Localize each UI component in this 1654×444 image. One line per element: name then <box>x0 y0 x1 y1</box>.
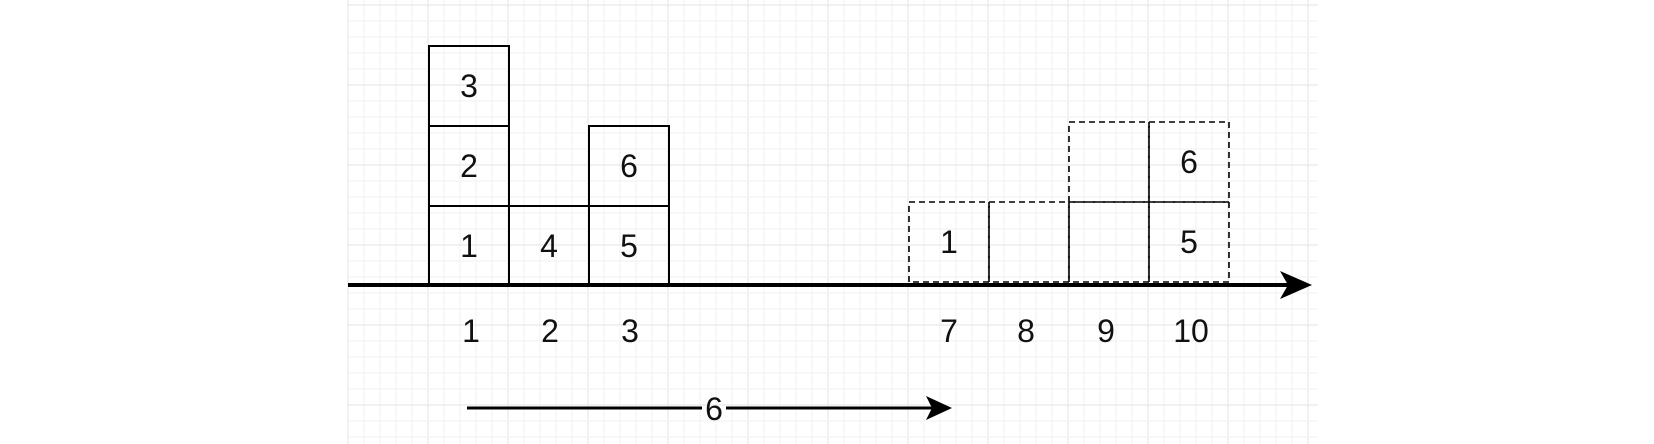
background-grid <box>347 0 1318 444</box>
axis-label-9: 9 <box>1097 313 1115 349</box>
stack-column-3: 5 6 <box>588 125 670 287</box>
axis-label-3: 3 <box>621 313 639 349</box>
box-label: 4 <box>540 228 558 264</box>
solid-stacks: 1 2 3 4 5 6 <box>428 45 670 287</box>
box-label: 3 <box>460 68 478 104</box>
shift-arrow: 6 <box>467 391 952 427</box>
stack-box <box>988 201 1070 283</box>
axis-arrowhead-icon <box>1280 271 1312 299</box>
stack-column-8 <box>988 201 1070 283</box>
box-label: 5 <box>620 228 638 264</box>
box-label: 6 <box>620 148 638 184</box>
stack-box <box>428 45 510 127</box>
stack-box <box>1068 121 1150 203</box>
dashed-stacks: 1 5 6 <box>908 121 1230 283</box>
stack-box <box>1148 121 1230 203</box>
box-label: 1 <box>940 224 958 260</box>
axis-label-1: 1 <box>462 313 480 349</box>
stack-column-1: 1 2 3 <box>428 45 510 287</box>
stack-column-9 <box>1068 121 1150 283</box>
box-label: 6 <box>1180 144 1198 180</box>
axis-label-8: 8 <box>1017 313 1035 349</box>
stack-column-7: 1 <box>908 201 990 283</box>
stack-box <box>588 125 670 207</box>
axis-labels: 1 2 3 7 8 9 10 <box>462 313 1209 349</box>
axis-label-10: 10 <box>1173 313 1209 349</box>
shift-arrow-label: 6 <box>705 391 723 427</box>
box-label: 2 <box>460 148 478 184</box>
box-label: 1 <box>460 228 478 264</box>
stack-column-10: 5 6 <box>1148 121 1230 283</box>
timeline-axis <box>348 271 1312 299</box>
box-label: 5 <box>1180 224 1198 260</box>
stack-column-2: 4 <box>508 205 590 287</box>
axis-label-2: 2 <box>541 313 559 349</box>
axis-label-7: 7 <box>940 313 958 349</box>
stack-box <box>1068 201 1150 283</box>
shift-arrowhead-icon <box>926 396 952 420</box>
